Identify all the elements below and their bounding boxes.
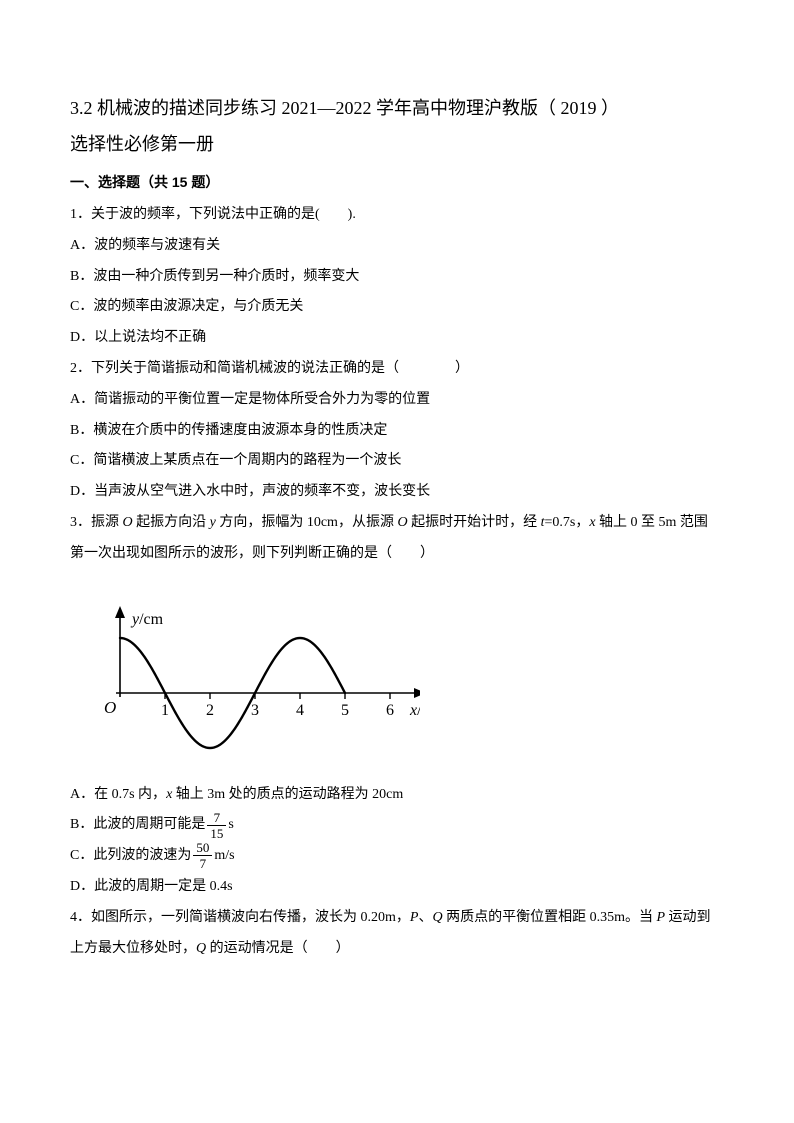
q1-option-c: C．波的频率由波源决定，与介质无关	[70, 292, 724, 323]
q4-stem-line2: 上方最大位移处时，Q 的运动情况是（ ）	[70, 934, 724, 965]
q3-t3: 方向，振幅为 10cm，从振源	[216, 515, 398, 530]
q4-t3: 两质点的平衡位置相距 0.35m。当	[443, 910, 657, 925]
q4-Q: Q	[432, 910, 442, 925]
q3a-t2: 轴上 3m 处的质点的运动路程为 20cm	[172, 787, 403, 802]
svg-text:3: 3	[251, 702, 259, 719]
svg-text:2: 2	[206, 702, 214, 719]
q3-t2: 起振方向沿	[133, 515, 210, 530]
title-year: 2021—2022	[282, 98, 372, 118]
q3-stem-line2: 第一次出现如图所示的波形，则下列判断正确的是（ ）	[70, 539, 724, 570]
svg-text:x/m: x/m	[409, 702, 420, 719]
title-num-1: 3.2	[70, 98, 93, 118]
svg-text:1: 1	[161, 702, 169, 719]
q3a-t1: A．在 0.7s 内，	[70, 787, 166, 802]
svg-text:5: 5	[341, 702, 349, 719]
q3b-den: 15	[207, 826, 226, 840]
q3-option-b: B．此波的周期可能是715s	[70, 810, 724, 841]
q4-l2a: 上方最大位移处时，	[70, 941, 196, 956]
q3-t6: 轴上 0 至 5m 范围	[596, 515, 708, 530]
q3c-t2: m/s	[214, 848, 234, 863]
wave-chart: 1 2 3 4 5 6 Oy/cm x/m	[80, 578, 420, 768]
q4-Q2: Q	[196, 941, 206, 956]
q2-option-c: C．简谐横波上某质点在一个周期内的路程为一个波长	[70, 446, 724, 477]
title-text-3: ）	[601, 98, 619, 118]
q2-option-a: A．简谐振动的平衡位置一定是物体所受合外力为零的位置	[70, 385, 724, 416]
q1-option-a: A．波的频率与波速有关	[70, 231, 724, 262]
q3b-t2: s	[228, 817, 233, 832]
q3-option-d: D．此波的周期一定是 0.4s	[70, 872, 724, 903]
title-line-2: 选择性必修第一册	[70, 126, 724, 162]
q3-o1: O	[123, 515, 133, 530]
q3c-fraction: 507	[193, 841, 212, 870]
q1-option-d: D．以上说法均不正确	[70, 323, 724, 354]
svg-text:y/cm: y/cm	[130, 611, 164, 628]
q4-t4: 运动到	[665, 910, 711, 925]
q3-o2: O	[397, 515, 407, 530]
q3b-t1: B．此波的周期可能是	[70, 817, 205, 832]
q4-stem-line1: 4．如图所示，一列简谐横波向右传播，波长为 0.20m， P 、Q 两质点的平衡位置…	[70, 903, 724, 934]
q2-option-d: D．当声波从空气进入水中时，声波的频率不变，波长变长	[70, 477, 724, 508]
q3-option-c: C．此列波的波速为507m/s	[70, 841, 724, 872]
q3-option-a: A．在 0.7s 内，x 轴上 3m 处的质点的运动路程为 20cm	[70, 780, 724, 811]
q3-t5: =0.7s，	[544, 515, 589, 530]
svg-text:6: 6	[386, 702, 394, 719]
q4-t2: 、	[418, 910, 432, 925]
q1-stem: 1．关于波的频率，下列说法中正确的是( ).	[70, 200, 724, 231]
title-text-1: 机械波的描述同步练习	[97, 98, 277, 118]
q4-P2: P	[656, 910, 665, 925]
q3b-num: 7	[207, 811, 226, 826]
q3-stem-line1: 3．振源 O 起振方向沿 y 方向，振幅为 10cm，从振源 O 起振时开始计时…	[70, 508, 724, 539]
svg-text:4: 4	[296, 702, 304, 719]
q1-option-b: B．波由一种介质传到另一种介质时，频率变大	[70, 262, 724, 293]
q3c-num: 50	[193, 841, 212, 856]
q2-option-b: B．横波在介质中的传播速度由波源本身的性质决定	[70, 416, 724, 447]
title-version-year: 2019	[561, 98, 597, 118]
q3b-fraction: 715	[207, 811, 226, 840]
q4-l2b: 的运动情况是（ ）	[206, 941, 350, 956]
title-text-2: 学年高中物理沪教版（	[376, 98, 556, 118]
q3c-den: 7	[193, 856, 212, 870]
title-line-1: 3.2 机械波的描述同步练习 2021—2022 学年高中物理沪教版（ 2019…	[70, 90, 724, 126]
section-heading: 一、选择题（共 15 题）	[70, 172, 724, 192]
q3-t4: 起振时开始计时，经	[408, 515, 541, 530]
q3c-t1: C．此列波的波速为	[70, 848, 191, 863]
q4-t1: 4．如图所示，一列简谐横波向右传播，波长为 0.20m，	[70, 910, 410, 925]
q2-stem: 2．下列关于简谐振动和简谐机械波的说法正确的是（ ）	[70, 354, 724, 385]
svg-text:O: O	[104, 698, 116, 717]
q3-t1: 3．振源	[70, 515, 123, 530]
wave-svg: 1 2 3 4 5 6 Oy/cm x/m	[80, 578, 420, 768]
